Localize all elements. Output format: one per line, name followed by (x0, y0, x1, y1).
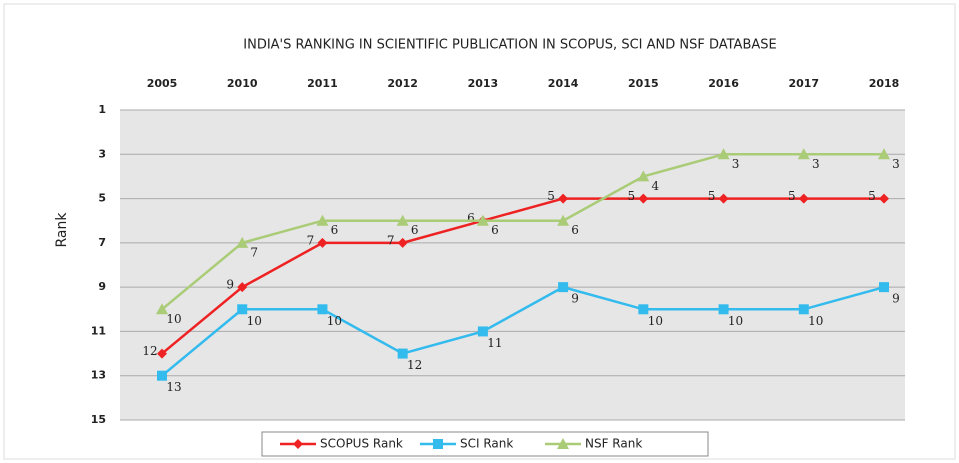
point (317, 237, 328, 248)
point (718, 193, 729, 204)
point (236, 236, 249, 248)
x-tick-label: 2015 (628, 77, 659, 90)
x-tick-label: 2016 (708, 77, 739, 90)
point (316, 214, 329, 226)
y-tick-label: 7 (98, 236, 106, 249)
data-label: 5 (628, 189, 636, 203)
data-label: 9 (571, 292, 579, 306)
point (717, 148, 730, 160)
point (477, 326, 488, 337)
point (798, 193, 809, 204)
data-label: 5 (788, 189, 796, 203)
legend-label: SCOPUS Rank (320, 437, 403, 451)
data-label: 9 (226, 278, 234, 292)
series-line (161, 285, 885, 377)
point (797, 148, 810, 160)
data-label: 10 (247, 314, 262, 328)
data-label: 6 (331, 223, 339, 237)
x-tick-label: 2014 (548, 77, 579, 90)
data-label: 3 (812, 157, 820, 171)
point (397, 237, 408, 248)
legend-marker (557, 438, 569, 449)
y-tick-label: 13 (91, 369, 106, 382)
data-label: 9 (892, 292, 900, 306)
point (157, 348, 167, 359)
data-label: 12 (142, 344, 157, 358)
data-label: 11 (487, 336, 502, 350)
data-label: 5 (547, 189, 555, 203)
data-label: 7 (307, 233, 315, 247)
x-tick-label: 2005 (147, 77, 178, 90)
point (638, 193, 649, 204)
data-label: 13 (166, 380, 181, 394)
legend-label: NSF Rank (585, 437, 642, 451)
legend-box (261, 431, 709, 457)
point (879, 193, 889, 204)
point (879, 282, 889, 293)
point (476, 214, 489, 226)
point (397, 348, 408, 359)
x-tick-label: 2012 (387, 77, 418, 90)
point (718, 304, 729, 315)
series-line (161, 197, 884, 355)
x-tick-label: 2011 (307, 77, 338, 90)
data-label: 3 (732, 157, 740, 171)
data-label: 3 (892, 157, 900, 171)
legend-label: SCI Rank (460, 437, 513, 451)
data-label: 10 (327, 314, 342, 328)
data-label: 5 (708, 189, 716, 203)
data-label: 6 (411, 223, 419, 237)
y-tick-label: 1 (98, 103, 106, 116)
legend-marker (433, 439, 443, 449)
data-label: 6 (467, 211, 475, 225)
data-label: 5 (868, 189, 876, 203)
y-tick-label: 3 (98, 147, 106, 160)
point (237, 282, 248, 293)
data-label: 4 (652, 179, 660, 193)
y-tick-label: 5 (98, 192, 106, 205)
point (558, 193, 569, 204)
plot-area (120, 110, 905, 420)
point (637, 170, 650, 182)
data-label: 6 (571, 223, 579, 237)
x-tick-label: 2017 (788, 77, 819, 90)
x-tick-label: 2018 (869, 77, 900, 90)
point (317, 304, 328, 315)
point (638, 304, 649, 315)
y-tick-label: 9 (98, 280, 106, 293)
data-label: 10 (728, 314, 743, 328)
point (156, 303, 168, 315)
point (157, 370, 167, 381)
point (558, 282, 569, 293)
point (798, 304, 809, 315)
series-line (161, 153, 884, 311)
point (396, 214, 409, 226)
data-label: 10 (166, 312, 181, 326)
point (237, 304, 248, 315)
x-tick-label: 2013 (468, 77, 499, 90)
y-tick-label: 11 (91, 324, 106, 337)
x-tick-label: 2010 (227, 77, 258, 90)
chart-title: INDIA'S RANKING IN SCIENTIFIC PUBLICATIO… (243, 38, 776, 53)
data-label: 7 (250, 245, 258, 259)
legend-marker (293, 439, 303, 449)
data-label: 10 (648, 314, 663, 328)
data-label: 6 (491, 223, 499, 237)
data-label: 7 (387, 233, 395, 247)
data-label: 12 (407, 358, 422, 372)
data-label: 10 (808, 314, 823, 328)
y-tick-label: 15 (91, 413, 106, 426)
point (557, 214, 570, 226)
y-axis-label: Rank (54, 212, 70, 248)
point (878, 148, 890, 160)
